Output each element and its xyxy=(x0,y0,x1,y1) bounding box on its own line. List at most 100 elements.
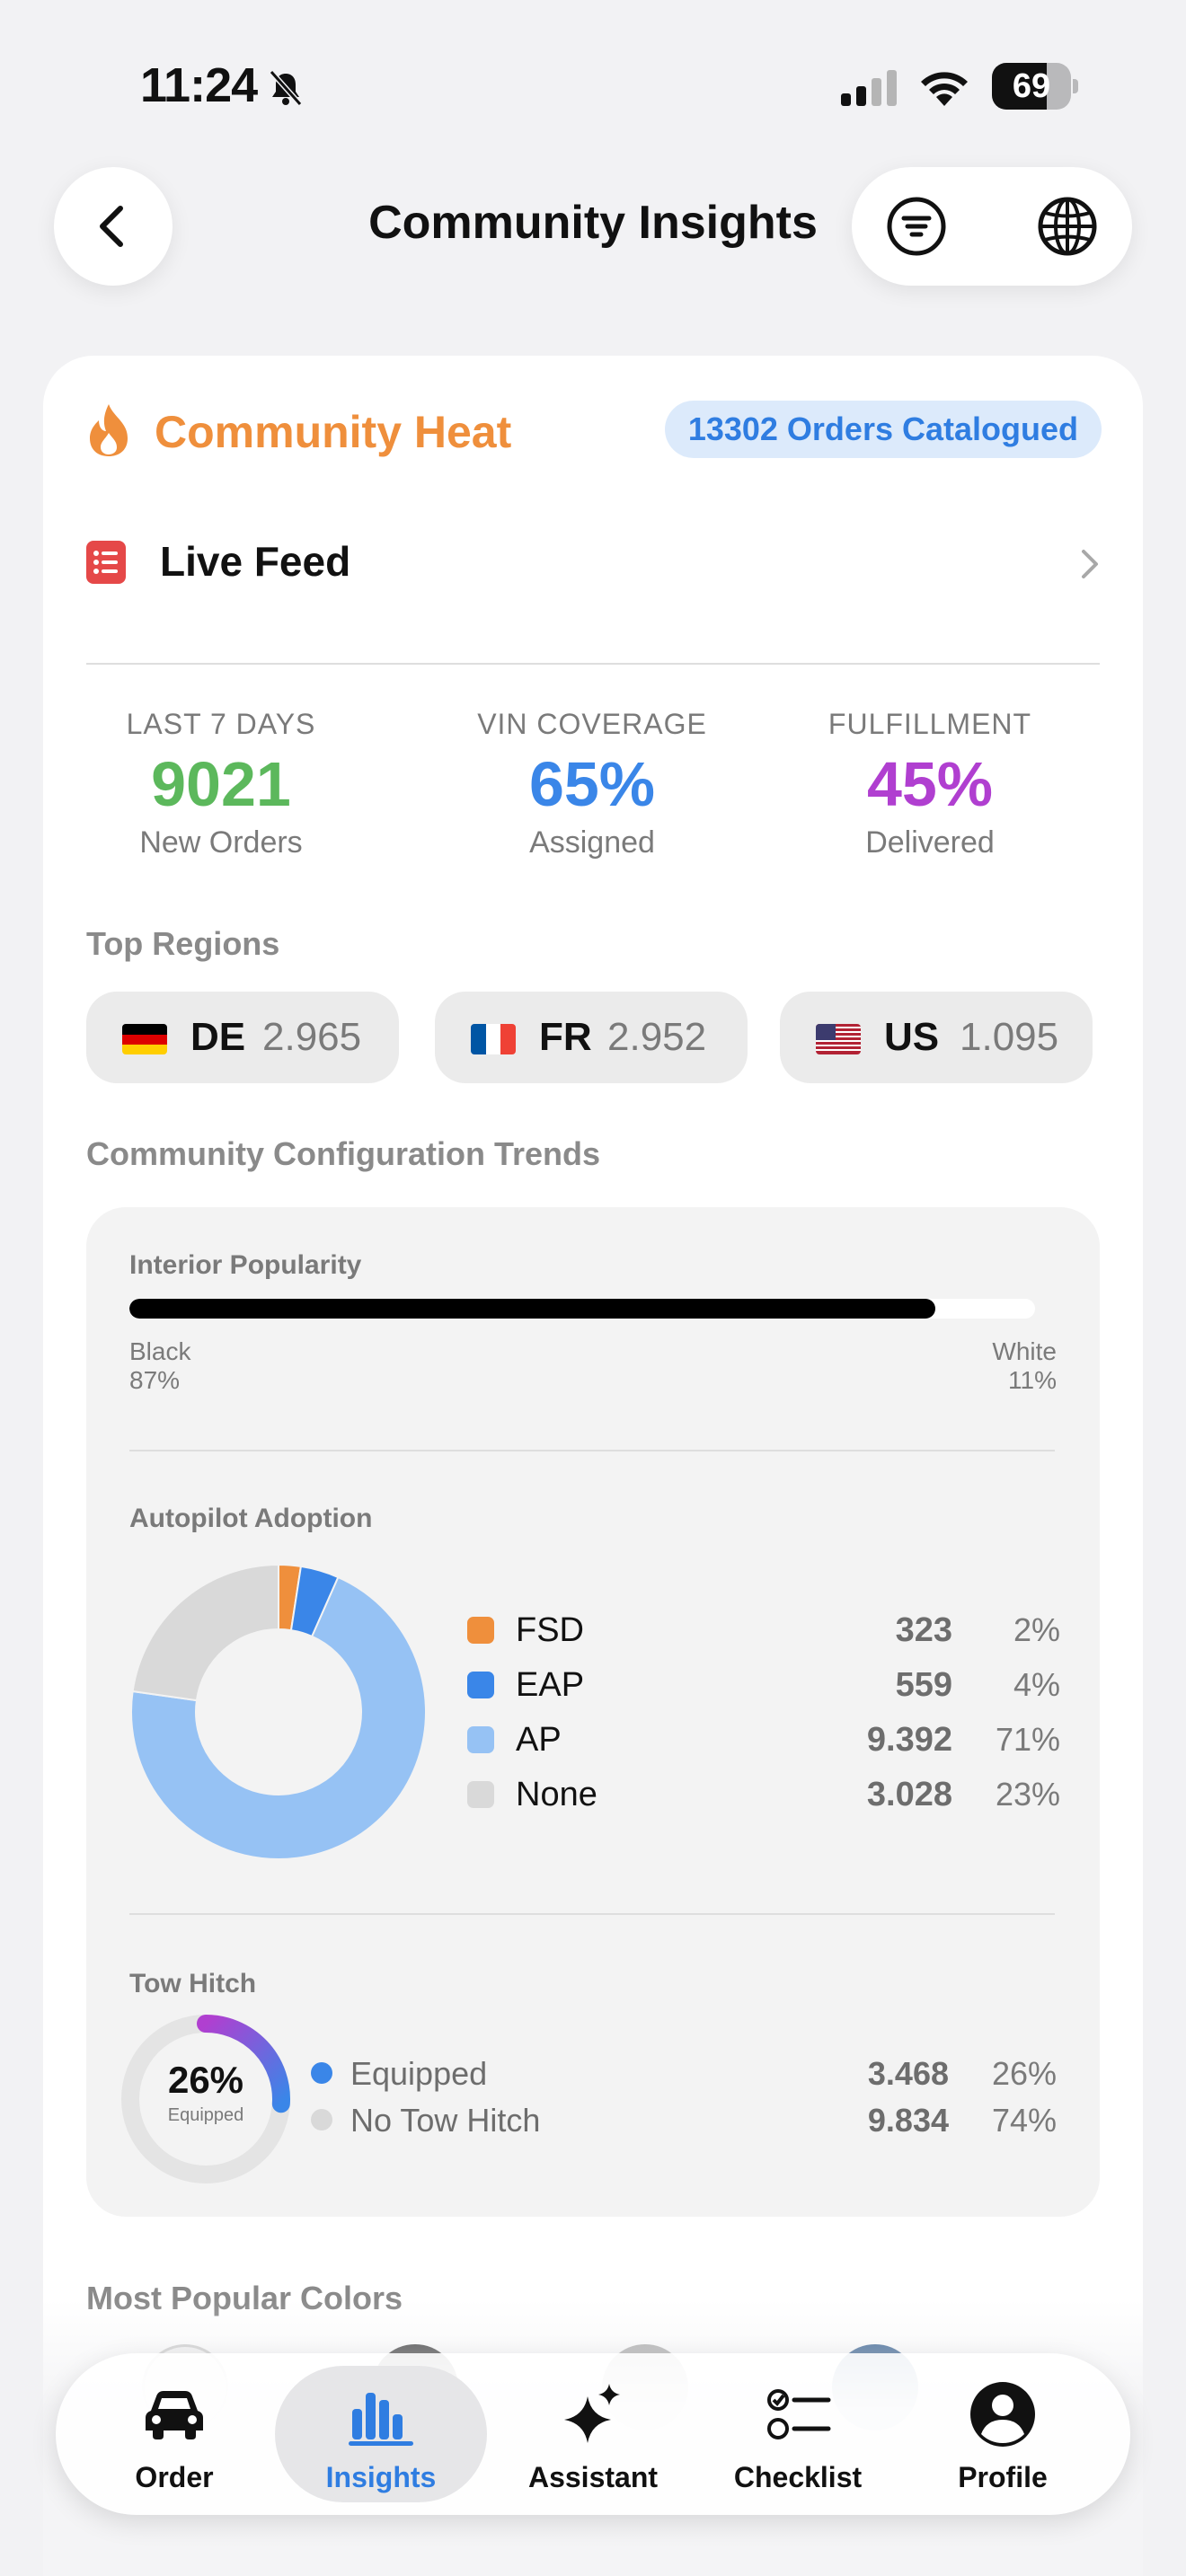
stat-value: 65% xyxy=(528,749,656,819)
stat-label: FULFILLMENT xyxy=(828,708,1032,740)
region-chip-fr[interactable]: FR 2.952 xyxy=(435,992,748,1083)
page-title: Community Insights xyxy=(368,197,818,249)
interior-left-pct: 87% xyxy=(129,1366,181,1394)
tow-count: 3.468 xyxy=(867,2055,949,2092)
autopilot-legend-ap: AP 9.392 71% xyxy=(467,1717,1060,1762)
interior-bar-fill xyxy=(129,1299,936,1319)
tow-name: Equipped xyxy=(350,2055,488,2092)
tab-insights[interactable]: Insights xyxy=(275,2366,487,2502)
back-button[interactable] xyxy=(54,167,173,286)
tab-checklist[interactable]: Checklist xyxy=(692,2353,904,2515)
interior-popularity-bar xyxy=(129,1299,1035,1319)
france-flag-icon xyxy=(471,1024,516,1054)
bell-slash-icon xyxy=(269,70,303,106)
autopilot-legend-eap: EAP 559 4% xyxy=(467,1663,1060,1707)
tab-profile[interactable]: Profile xyxy=(897,2353,1109,2515)
legend-swatch xyxy=(467,1726,494,1753)
interior-left-name: Black xyxy=(129,1337,191,1365)
tow-hitch-ring-chart xyxy=(121,2015,290,2183)
divider xyxy=(86,663,1100,665)
legend-pct: 71% xyxy=(995,1721,1060,1758)
autopilot-adoption-title: Autopilot Adoption xyxy=(129,1504,373,1533)
interior-right-pct: 11% xyxy=(1008,1366,1057,1394)
filter-button[interactable] xyxy=(884,194,949,259)
divider xyxy=(129,1913,1055,1915)
stat-label: LAST 7 DAYS xyxy=(126,708,316,740)
nav-actions xyxy=(852,167,1132,286)
ring-equipped-arc xyxy=(197,2015,290,2113)
region-chip-us[interactable]: US 1.095 xyxy=(780,992,1093,1083)
stat-fulfillment: FULFILLMENT 45% Delivered xyxy=(795,708,1065,860)
region-chip-de[interactable]: DE 2.965 xyxy=(86,992,399,1083)
bar-chart-icon xyxy=(349,2393,413,2446)
tab-assistant[interactable]: Assistant xyxy=(487,2353,699,2515)
stat-sub: Assigned xyxy=(529,825,655,860)
usa-flag-icon xyxy=(816,1024,861,1054)
stat-sub: New Orders xyxy=(139,825,303,860)
tab-bar: Order Insights Assistant xyxy=(56,2353,1130,2515)
tab-label: Checklist xyxy=(733,2461,863,2493)
autopilot-donut-chart xyxy=(130,1563,427,1860)
stat-value: 9021 xyxy=(151,749,291,819)
status-time: 11:24 xyxy=(140,58,258,112)
donut-slice-ap xyxy=(130,1575,427,1860)
orders-catalogued-badge: 13302 Orders Catalogued xyxy=(664,401,1102,458)
legend-swatch xyxy=(467,1617,494,1644)
stat-label: VIN COVERAGE xyxy=(477,708,707,740)
stat-sub: Delivered xyxy=(865,825,995,860)
interior-popularity-title: Interior Popularity xyxy=(129,1250,362,1280)
battery-indicator: 69 xyxy=(992,63,1078,110)
legend-count: 559 xyxy=(895,1666,952,1704)
tab-label: Profile xyxy=(958,2461,1048,2493)
interior-right-name: White xyxy=(992,1337,1057,1365)
tab-order[interactable]: Order xyxy=(68,2353,280,2515)
community-heat-header: Community Heat 13302 Orders Catalogued xyxy=(86,401,1102,465)
legend-pct: 2% xyxy=(1013,1611,1060,1648)
germany-flag-icon xyxy=(122,1024,167,1054)
legend-dot xyxy=(311,2062,332,2084)
autopilot-legend-fsd: FSD 323 2% xyxy=(467,1608,1060,1653)
legend-count: 9.392 xyxy=(866,1721,952,1759)
region-count: 2.965 xyxy=(262,1015,362,1059)
legend-dot xyxy=(311,2109,332,2130)
legend-name: AP xyxy=(516,1721,562,1759)
legend-name: EAP xyxy=(516,1666,585,1704)
region-code: FR xyxy=(539,1015,592,1059)
tow-hitch-title: Tow Hitch xyxy=(129,1969,257,1998)
car-icon xyxy=(146,2391,203,2439)
region-code: US xyxy=(884,1015,940,1059)
tow-pct: 26% xyxy=(991,2055,1057,2092)
configuration-trends-panel: Interior Popularity Black 87% White 11% … xyxy=(86,1207,1100,2217)
configuration-trends-label: Community Configuration Trends xyxy=(86,1135,600,1172)
divider xyxy=(129,1450,1055,1451)
legend-count: 3.028 xyxy=(866,1776,952,1813)
region-count: 2.952 xyxy=(607,1015,707,1059)
tow-name: No Tow Hitch xyxy=(350,2102,541,2139)
legend-name: None xyxy=(516,1776,597,1813)
legend-count: 323 xyxy=(895,1611,952,1649)
tow-hitch-center-value: 26% xyxy=(167,2059,244,2101)
legend-pct: 23% xyxy=(995,1776,1060,1813)
region-count: 1.095 xyxy=(960,1015,1059,1059)
person-icon xyxy=(970,2382,1035,2447)
legend-swatch xyxy=(467,1781,494,1808)
tow-hitch-row-equipped: Equipped 3.468 26% xyxy=(311,2051,1057,2095)
top-regions-label: Top Regions xyxy=(86,925,280,962)
tow-hitch-row-none: No Tow Hitch 9.834 74% xyxy=(311,2098,1057,2141)
stat-vin-coverage: VIN COVERAGE 65% Assigned xyxy=(457,708,727,860)
autopilot-legend-none: None 3.028 23% xyxy=(467,1772,1060,1817)
chevron-right-icon xyxy=(1082,550,1098,578)
cellular-signal-icon xyxy=(841,70,897,106)
live-feed-row[interactable]: Live Feed xyxy=(86,530,1102,595)
stat-last-7-days: LAST 7 DAYS 9021 New Orders xyxy=(86,708,356,860)
tow-pct: 74% xyxy=(991,2102,1057,2139)
list-doc-icon xyxy=(86,541,126,584)
status-bar: 11:24 69 xyxy=(0,54,1186,119)
wifi-icon xyxy=(921,72,968,106)
chevron-left-icon xyxy=(100,206,123,247)
globe-button[interactable] xyxy=(1035,194,1100,259)
legend-name: FSD xyxy=(516,1611,584,1649)
community-heat-title: Community Heat xyxy=(155,407,512,457)
legend-pct: 4% xyxy=(1013,1666,1060,1703)
